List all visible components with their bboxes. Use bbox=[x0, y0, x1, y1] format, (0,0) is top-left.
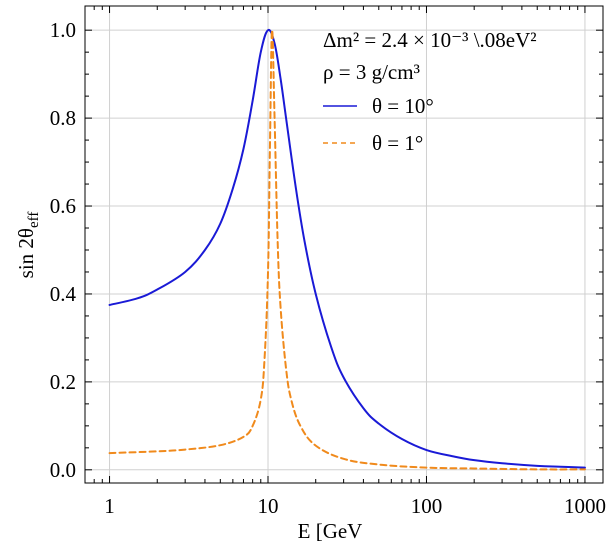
x-tick-label: 1000 bbox=[564, 494, 606, 518]
annotation-box: Δm² = 2.4 × 10⁻³ \.08eV² ρ = 3 g/cm³ bbox=[323, 28, 537, 84]
x-axis-label: E [GeV bbox=[298, 519, 363, 543]
y-tick-label: 0.0 bbox=[50, 458, 76, 482]
x-tick-label: 100 bbox=[411, 494, 443, 518]
y-axis-label-subscript: eff bbox=[26, 212, 42, 228]
annotation-density: ρ = 3 g/cm³ bbox=[323, 60, 420, 84]
y-tick-label: 1.0 bbox=[50, 18, 76, 42]
y-axis-label-main: sin 2θ bbox=[14, 228, 38, 278]
y-tick-label: 0.6 bbox=[50, 194, 76, 218]
annotation-delta-m2: Δm² = 2.4 × 10⁻³ \.08eV² bbox=[323, 28, 537, 52]
legend-label-theta-1: θ = 1° bbox=[372, 131, 423, 155]
axis-ticks bbox=[84, 6, 603, 483]
x-tick-label: 1 bbox=[104, 494, 115, 518]
tick-labels: 0.0 0.2 0.4 0.6 0.8 1.0 1 10 100 1000 bbox=[50, 18, 606, 518]
series-line-1 bbox=[108, 29, 586, 471]
x-tick-label: 10 bbox=[258, 494, 279, 518]
y-tick-label: 0.4 bbox=[50, 282, 77, 306]
y-tick-label: 0.8 bbox=[50, 106, 76, 130]
y-axis-label: sin 2θeff bbox=[14, 212, 42, 279]
series-line-0 bbox=[108, 28, 586, 469]
grid-lines bbox=[85, 6, 603, 483]
legend-label-theta-10: θ = 10° bbox=[372, 94, 434, 118]
y-tick-label: 0.2 bbox=[50, 370, 76, 394]
legend: θ = 10° θ = 1° bbox=[323, 94, 434, 155]
series-lines bbox=[108, 28, 586, 471]
